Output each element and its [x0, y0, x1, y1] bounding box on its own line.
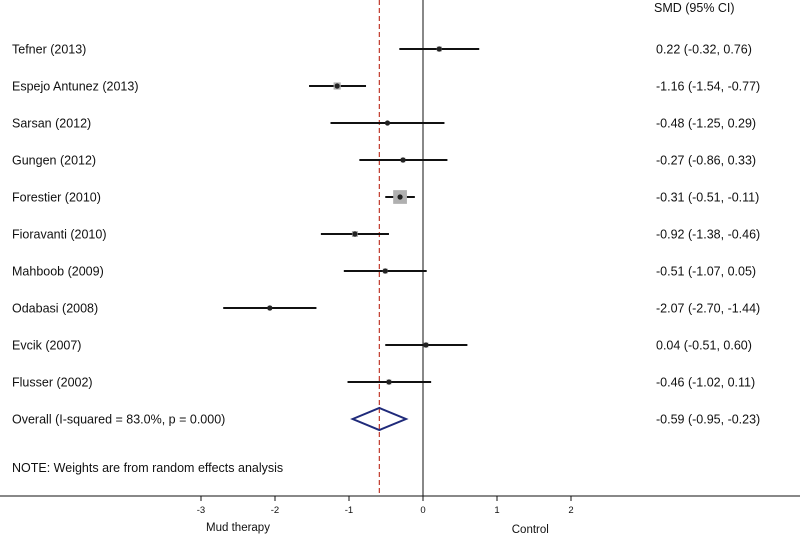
point-estimate	[382, 268, 388, 274]
study-label: Fioravanti (2010)	[12, 228, 107, 242]
study-row: Sarsan (2012) -0.48 (-1.25, 0.29)	[12, 117, 756, 131]
overall-diamond	[350, 406, 409, 432]
point-estimate	[352, 231, 358, 237]
point-estimate	[334, 83, 340, 89]
study-estimate: -1.16 (-1.54, -0.77)	[656, 80, 760, 94]
study-label: Sarsan (2012)	[12, 117, 91, 131]
point-estimate	[384, 120, 391, 126]
study-estimate: -0.92 (-1.38, -0.46)	[656, 228, 760, 242]
x-axis: -3 -2 -1 0 1 2 Mud therapy Control	[0, 495, 800, 536]
point-estimate	[267, 305, 273, 311]
x-tick-label: 1	[494, 505, 499, 516]
x-tick-label: -3	[197, 505, 205, 516]
study-estimate: 0.22 (-0.32, 0.76)	[656, 43, 752, 57]
point-estimate	[436, 46, 442, 52]
estimate-column-header: SMD (95% CI)	[654, 1, 735, 15]
point-estimate	[397, 194, 403, 200]
point-estimate	[386, 379, 392, 385]
study-label: Mahboob (2009)	[12, 265, 104, 279]
x-left-label: Mud therapy	[206, 522, 270, 534]
study-row: Espejo Antunez (2013) -1.16 (-1.54, -0.77…	[12, 80, 760, 94]
study-row: Mahboob (2009) -0.51 (-1.07, 0.05)	[12, 265, 756, 279]
study-row: Gungen (2012) -0.27 (-0.86, 0.33)	[12, 154, 756, 168]
study-label: Flusser (2002)	[12, 376, 93, 390]
study-row: Tefner (2013) 0.22 (-0.32, 0.76)	[12, 43, 752, 57]
note-text: NOTE: Weights are from random effects an…	[12, 461, 283, 475]
study-label: Gungen (2012)	[12, 154, 96, 168]
study-label: Evcik (2007)	[12, 339, 81, 353]
x-tick-label: -2	[271, 505, 279, 516]
point-estimate	[400, 157, 406, 163]
study-label: Espejo Antunez (2013)	[12, 80, 138, 94]
study-row: Fioravanti (2010) -0.92 (-1.38, -0.46)	[12, 228, 760, 242]
study-row: Forestier (2010) -0.31 (-0.51, -0.11)	[12, 190, 759, 205]
study-row: Evcik (2007) 0.04 (-0.51, 0.60)	[12, 339, 752, 353]
point-estimate	[423, 342, 429, 348]
study-row: Flusser (2002) -0.46 (-1.02, 0.11)	[12, 376, 755, 390]
overall-row: Overall (I-squared = 83.0%, p = 0.000) -0…	[12, 406, 760, 432]
study-label: Forestier (2010)	[12, 191, 101, 205]
study-estimate: -0.46 (-1.02, 0.11)	[656, 376, 755, 390]
overall-estimate: -0.59 (-0.95, -0.23)	[656, 413, 760, 427]
x-right-label: Control	[512, 524, 549, 536]
study-label: Tefner (2013)	[12, 43, 86, 57]
x-tick-label: 2	[568, 505, 573, 516]
study-estimate: -0.48 (-1.25, 0.29)	[656, 117, 756, 131]
study-row: Odabasi (2008) -2.07 (-2.70, -1.44)	[12, 302, 760, 316]
study-estimate: -0.31 (-0.51, -0.11)	[656, 191, 759, 205]
study-estimate: 0.04 (-0.51, 0.60)	[656, 339, 752, 353]
x-tick-label: -1	[345, 505, 353, 516]
study-rows: Tefner (2013) 0.22 (-0.32, 0.76) Espejo An…	[12, 0, 760, 496]
study-estimate: -2.07 (-2.70, -1.44)	[656, 302, 760, 316]
x-tick-label: 0	[420, 505, 425, 516]
study-label: Odabasi (2008)	[12, 302, 98, 316]
study-estimate: -0.51 (-1.07, 0.05)	[656, 265, 756, 279]
overall-label: Overall (I-squared = 83.0%, p = 0.000)	[12, 413, 225, 427]
study-estimate: -0.27 (-0.86, 0.33)	[656, 154, 756, 168]
